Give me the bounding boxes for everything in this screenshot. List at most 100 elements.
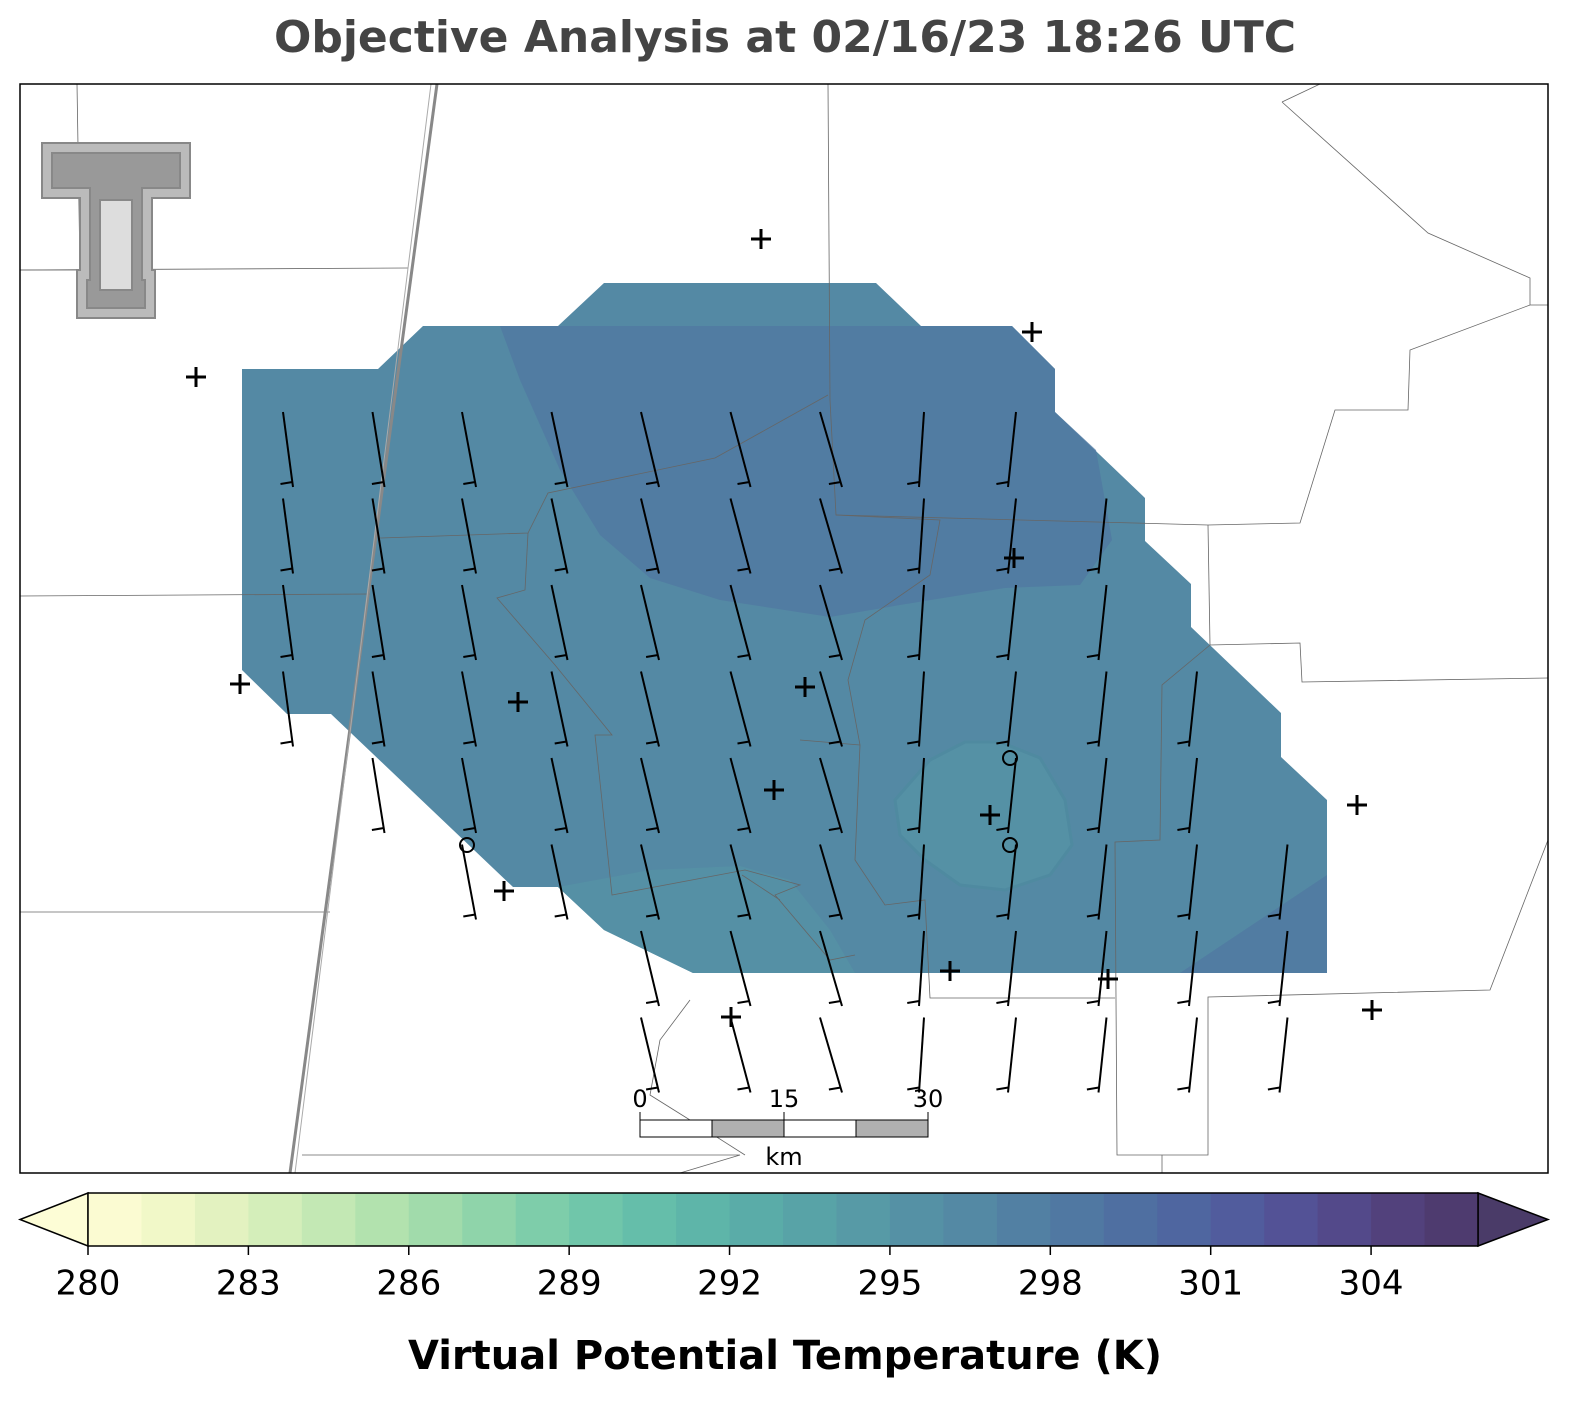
barb-tick: [1086, 567, 1100, 572]
barb-shaft: [282, 498, 294, 574]
colorbar-extend-min: [17, 1191, 89, 1248]
barb-shaft: [729, 498, 752, 574]
barb-shaft: [640, 671, 660, 747]
barb-tick: [907, 567, 920, 572]
colorbar-segment: [515, 1193, 570, 1246]
barb-shaft: [371, 671, 386, 747]
barb-shaft: [550, 584, 569, 661]
colorbar-segment: [676, 1193, 731, 1246]
scale-segment: [639, 1119, 713, 1138]
colorbar-segment: [1424, 1193, 1479, 1246]
barb-tick: [996, 827, 1009, 831]
barb-tick: [554, 827, 567, 831]
colorbar-frame: [87, 1192, 1479, 1247]
barb-tick: [1086, 740, 1100, 745]
barb-shaft: [640, 930, 660, 1007]
barb-shaft: [282, 411, 294, 488]
barb-shaft: [1188, 1017, 1198, 1093]
barb-shaft: [461, 671, 477, 747]
station-circles: [459, 750, 1018, 853]
colorbar-tick-label: 289: [537, 1264, 602, 1304]
station-marker: [1022, 322, 1042, 342]
barb-shaft: [918, 757, 925, 834]
barb-tick: [463, 740, 476, 745]
barb-shaft: [1007, 498, 1017, 574]
barb-shaft: [550, 844, 569, 920]
colorbar-segment: [301, 1193, 356, 1246]
barb-tick: [463, 827, 476, 831]
barb-tick: [1086, 827, 1100, 831]
barb-shaft: [461, 757, 477, 834]
colorbar-segment: [996, 1193, 1051, 1246]
barb-shaft: [729, 584, 752, 661]
colorbar-segment: [1050, 1193, 1105, 1246]
barb-shaft: [918, 584, 925, 661]
barb-shaft: [729, 411, 752, 488]
barb-shaft: [729, 930, 752, 1007]
barb-tick: [828, 567, 842, 572]
colorbar-segment: [1371, 1193, 1426, 1246]
colorbar-segment: [1157, 1193, 1212, 1246]
colorbar-segment: [569, 1193, 624, 1246]
barb-shaft: [1188, 844, 1198, 920]
barb-tick: [828, 740, 842, 745]
station-marker: [230, 674, 250, 694]
scale-label: 0: [632, 1085, 647, 1113]
barb-shaft: [640, 411, 660, 488]
barb-shaft: [1278, 1017, 1289, 1093]
barb-shaft: [918, 498, 925, 574]
barb-shaft: [461, 411, 477, 488]
barb-shaft: [819, 498, 843, 574]
barb-shaft: [550, 411, 569, 488]
colorbar-segment: [194, 1193, 249, 1246]
barb-shaft: [819, 930, 843, 1007]
barb-tick: [828, 827, 842, 831]
colorbar-segment: [408, 1193, 463, 1246]
colorbar-segment: [1210, 1193, 1265, 1246]
barb-tick: [828, 1086, 842, 1091]
barb-tick: [554, 740, 567, 745]
barb-tick: [645, 827, 659, 831]
colorbar-segment: [1317, 1193, 1372, 1246]
barb-tick: [996, 913, 1009, 918]
barb-shaft: [371, 498, 386, 574]
barb-shaft: [819, 1017, 843, 1093]
barb-tick: [1267, 1000, 1281, 1004]
barb-tick: [1086, 1000, 1100, 1004]
colorbar-segment: [1264, 1193, 1319, 1246]
station-marker: [721, 1007, 741, 1027]
barb-tick: [371, 654, 385, 658]
barb-shaft: [640, 844, 660, 920]
barb-shaft: [918, 671, 925, 747]
barb-tick: [645, 740, 659, 745]
barb-shaft: [371, 411, 386, 488]
barb-tick: [554, 913, 567, 918]
barb-shaft: [1097, 844, 1108, 920]
scale-segment: [855, 1119, 929, 1138]
barb-tick: [907, 827, 920, 831]
barb-tick: [1267, 1086, 1281, 1091]
station-marker: [1362, 1000, 1382, 1020]
map-frame: [19, 83, 1549, 1174]
barb-shaft: [282, 584, 294, 661]
barb-tick: [1177, 740, 1190, 745]
colorbar-segment: [462, 1193, 517, 1246]
barb-shaft: [918, 411, 925, 488]
barb-tick: [1267, 913, 1281, 918]
barb-shaft: [1007, 757, 1017, 834]
station-marker: [186, 367, 206, 387]
barb-tick: [1086, 1086, 1100, 1091]
barb-tick: [737, 567, 750, 572]
barb-tick: [907, 1000, 920, 1004]
barb-tick: [645, 481, 659, 485]
barb-tick: [645, 1086, 659, 1091]
barb-tick: [907, 654, 920, 658]
colorbar-tick-label: 286: [376, 1264, 441, 1304]
barb-shaft: [918, 1017, 925, 1093]
barb-tick: [645, 1000, 659, 1004]
station-marker: [1098, 969, 1118, 989]
station-marker: [1004, 548, 1024, 568]
barb-tick: [371, 567, 385, 572]
barb-shaft: [640, 498, 660, 574]
barb-shaft: [918, 930, 925, 1007]
